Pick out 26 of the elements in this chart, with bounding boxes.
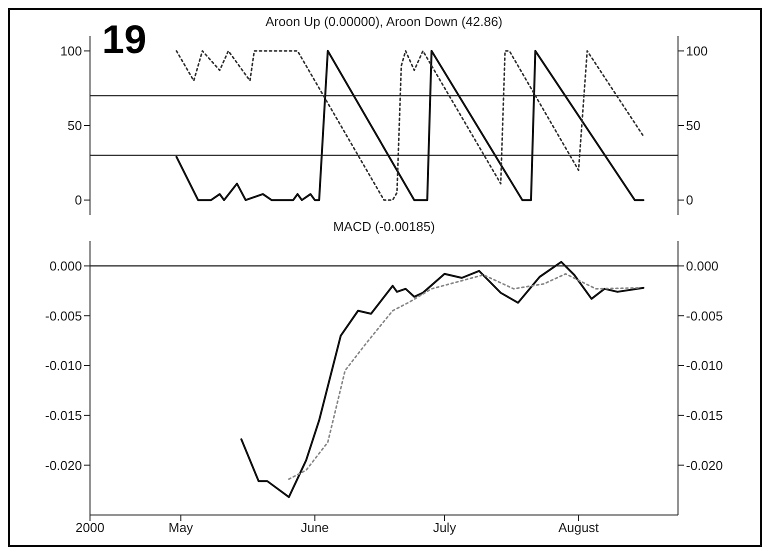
y-tick-label: -0.020 (45, 458, 82, 473)
y-tick-label: -0.010 (45, 358, 82, 374)
y-tick-label: -0.005 (45, 308, 82, 324)
y2-tick-label: -0.020 (686, 458, 723, 473)
y2-tick-label: 50 (686, 118, 700, 134)
y-tick-label: 0 (74, 192, 82, 208)
y2-tick-label: 100 (686, 44, 708, 59)
chart-title: MACD (-0.00185) (332, 219, 436, 234)
y-tick-label: 50 (68, 118, 82, 134)
line-series (240, 260, 644, 498)
y2-tick-label: 0.000 (686, 258, 719, 274)
y2-tick-label: -0.015 (686, 408, 723, 423)
y2-tick-label: -0.005 (686, 308, 723, 324)
line-series (288, 273, 640, 480)
x-tick-label: June (300, 520, 329, 536)
x-tick-label: 2000 (76, 520, 104, 536)
chart-title: Aroon Up (0.00000), Aroon Down (42.86) (265, 14, 503, 29)
y2-tick-label: 0 (686, 192, 694, 208)
x-tick-label: August (558, 520, 600, 536)
y2-tick-label: -0.010 (686, 358, 723, 374)
x-tick-label: July (432, 520, 457, 536)
annotation: 19 (102, 18, 146, 62)
y-tick-label: 100 (60, 44, 82, 59)
y-tick-label: -0.015 (45, 408, 82, 423)
y-tick-label: 0.000 (49, 258, 82, 274)
x-tick-label: May (168, 520, 194, 536)
